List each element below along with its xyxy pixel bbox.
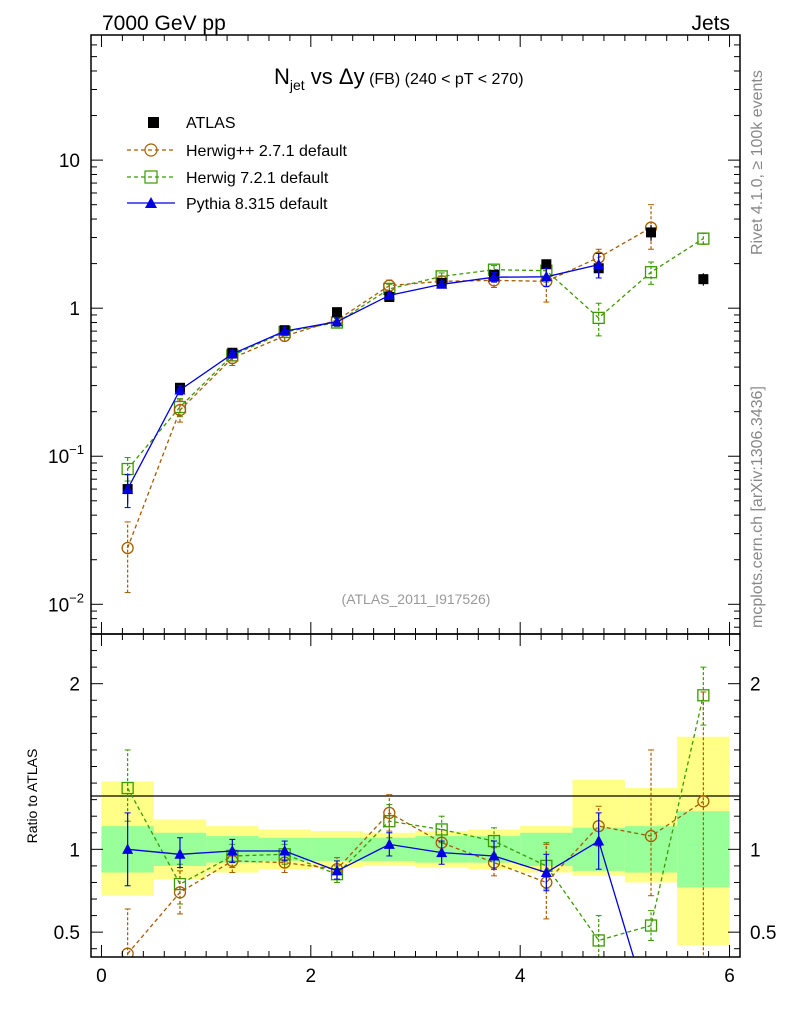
data-point-herwig7 <box>644 919 658 932</box>
data-point-atlas <box>331 307 342 318</box>
y-tick-label: 1 <box>69 299 80 320</box>
legend: ATLAS Herwig++ 2.7.1 default Herwig 7.2.… <box>127 115 348 213</box>
rivet-version-label: Rivet 4.1.0, ≥ 100k events <box>749 70 766 255</box>
data-point-herwig7 <box>644 266 658 279</box>
data-point-herwig7 <box>697 232 710 245</box>
data-point-pythia <box>226 348 238 359</box>
data-point-pythia <box>436 846 448 858</box>
y-tick-label: 10−2 <box>48 590 84 616</box>
legend-marker-pythia <box>145 197 157 208</box>
legend-label-herwigpp: Herwig++ 2.7.1 default <box>186 143 348 160</box>
data-point-pythia <box>174 848 186 859</box>
ratio-y-axis-label: Ratio to ATLAS <box>24 749 40 844</box>
legend-label-herwig7: Herwig 7.2.1 default <box>186 170 329 187</box>
plot-title: Njet vs Δy (FB) (240 < pT < 270) <box>274 64 524 93</box>
legend-marker-atlas <box>148 117 159 128</box>
x-tick-label: 4 <box>515 966 526 987</box>
data-point-pythia <box>436 278 448 289</box>
analysis-label: (ATLAS_2011_I917526) <box>342 591 491 607</box>
data-point-pythia <box>593 258 605 270</box>
series-line-herwigpp <box>127 800 704 955</box>
data-point-pythia <box>383 838 395 849</box>
data-point-herwigpp <box>173 403 187 417</box>
data-point-pythia <box>279 844 291 856</box>
data-point-herwig7 <box>592 311 605 325</box>
series-line-herwig7 <box>127 695 705 942</box>
data-point-pythia <box>593 835 605 846</box>
main-plot-panel: 10 1 10−1 10−2 Njet vs Δy (FB) (240 < pT < … <box>48 34 741 635</box>
data-point-pythia <box>488 271 500 282</box>
ratio-y-tick-label-left: 0.5 <box>54 923 80 944</box>
legend-marker-herwig7 <box>144 170 158 184</box>
data-point-herwigpp <box>697 795 710 808</box>
ratio-y-tick-label-right: 2 <box>750 675 761 696</box>
ratio-y-tick-label-right: 1 <box>750 840 761 861</box>
series-line-pythia <box>127 263 599 490</box>
data-point-pythia <box>488 849 500 861</box>
data-point-herwig7 <box>592 934 605 947</box>
ratio-plot-panel: 0.5 0.5 1 1 2 2 0 2 4 6 Ratio to ATLAS <box>24 633 776 1020</box>
data-point-herwigpp <box>121 541 134 555</box>
ratio-y-tick-label-left: 1 <box>69 840 80 861</box>
data-point-herwig7 <box>121 781 134 795</box>
ratio-y-tick-label-left: 2 <box>69 675 80 696</box>
data-point-pythia <box>174 384 186 395</box>
data-point-pythia <box>122 843 134 854</box>
legend-label-pythia: Pythia 8.315 default <box>186 196 328 213</box>
y-tick-label: 10 <box>59 151 80 172</box>
ratio-plot-frame <box>90 633 741 958</box>
x-tick-label: 6 <box>724 966 735 987</box>
data-point-herwigpp <box>644 829 658 843</box>
data-point-pythia <box>226 844 238 856</box>
data-point-pythia <box>331 315 343 327</box>
mcplots-label: mcplots.cern.ch [arXiv:1306.3436] <box>749 386 766 628</box>
data-point-pythia <box>540 270 552 282</box>
legend-marker-herwigpp <box>144 143 158 157</box>
data-point-herwigpp <box>173 886 187 899</box>
x-tick-label: 0 <box>96 966 107 987</box>
data-point-pythia <box>279 325 291 336</box>
data-point-pythia <box>646 1009 657 1020</box>
data-point-herwig7 <box>697 689 710 702</box>
x-tick-label: 2 <box>306 966 317 987</box>
header-energy-label: 7000 GeV pp <box>102 12 226 35</box>
series-line-herwigpp <box>126 227 652 549</box>
ratio-y-tick-label-right: 0.5 <box>750 923 776 944</box>
series-line-herwig7 <box>127 238 704 470</box>
data-point-pythia <box>383 289 395 300</box>
y-tick-label: 10−1 <box>48 442 84 468</box>
data-point-atlas <box>541 259 552 270</box>
data-point-atlas <box>698 274 709 285</box>
data-point-atlas <box>646 227 657 238</box>
legend-label-atlas: ATLAS <box>186 115 236 132</box>
data-point-herwigpp <box>383 806 396 820</box>
header-jets-label: Jets <box>691 12 730 35</box>
data-point-pythia <box>122 483 134 494</box>
data-point-pythia <box>540 866 552 878</box>
data-point-pythia <box>331 864 343 876</box>
